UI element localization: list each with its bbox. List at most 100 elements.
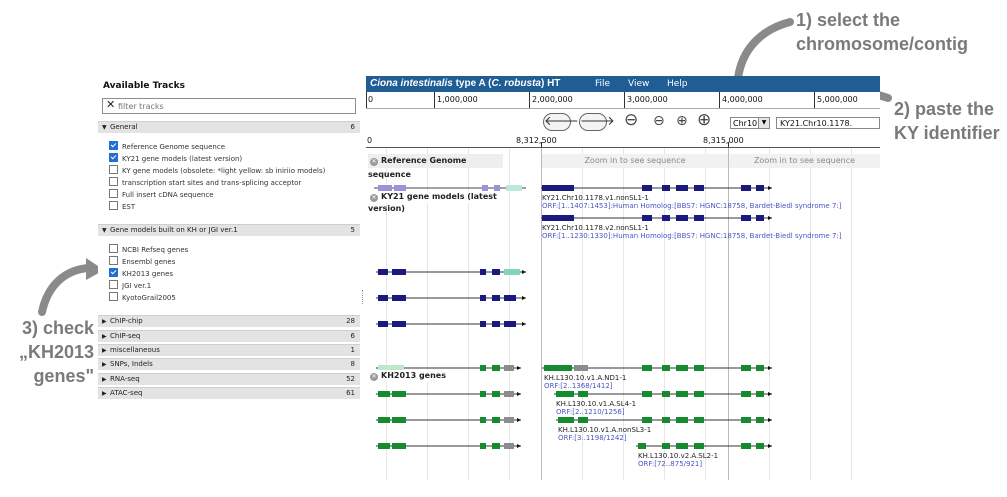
gridline — [427, 148, 428, 480]
kh-gene-nd1[interactable] — [542, 365, 772, 371]
ky21-gene-left-3[interactable] — [376, 321, 526, 327]
category-general[interactable]: ▼ General 6 — [98, 121, 360, 133]
navigation-toolbar: 🡐 🡒 ⊖ ⊖ ⊕ ⊕ Chr10 ▼ KY21.Chr10.1178. — [366, 109, 880, 135]
panel-splitter[interactable] — [362, 290, 365, 304]
menu-help[interactable]: Help — [667, 79, 688, 89]
feature-kh-sl4-name[interactable]: KH.L130.10.v1.A.SL4-1 — [556, 400, 637, 408]
track-cdna[interactable]: Full insert cDNA sequence — [109, 189, 214, 200]
category-atac-seq[interactable]: ▶ ATAC-seq 61 — [98, 387, 360, 399]
pan-right-button[interactable]: 🡒 — [579, 113, 615, 131]
annotation-step3-line3: genes" — [33, 366, 94, 386]
track-ky-obsolete[interactable]: KY gene models (obsolete: *light yellow:… — [109, 165, 325, 176]
title-species-2: C. robusta — [491, 78, 541, 89]
ky21-track-header[interactable]: ✕ KY21 gene models (latest version) — [368, 191, 507, 213]
ky21-gene-left-2[interactable] — [376, 295, 526, 301]
track-title: KY21 gene models (latest version) — [368, 192, 497, 213]
annotation-step1-line2: chromosome/contig — [796, 34, 969, 54]
category-snps[interactable]: ▶ SNPs, Indels 8 — [98, 358, 360, 370]
kh-gene-nonsl3[interactable] — [556, 417, 772, 423]
browser-titlebar: Ciona intestinalis type A (C. robusta) H… — [366, 76, 880, 92]
track-reference-genome[interactable]: Reference Genome sequence — [109, 141, 225, 152]
ky21-gene-left-top[interactable] — [374, 185, 526, 191]
category-rna-seq[interactable]: ▶ RNA-seq 52 — [98, 373, 360, 385]
checkbox[interactable] — [109, 292, 118, 301]
annotation-step3-line2: „KH2013 — [18, 342, 94, 362]
gridline — [623, 148, 624, 480]
kh-gene-left-3[interactable] — [376, 417, 521, 423]
checkbox[interactable] — [109, 256, 118, 265]
feature-kh-sl4-desc: ORF:[2..1210/1256] — [556, 408, 625, 416]
filter-tracks-input[interactable] — [118, 100, 348, 112]
feature-kh-nd1-name[interactable]: KH.L130.10.v1.A.ND1-1 — [544, 374, 627, 382]
checkbox[interactable] — [109, 177, 118, 186]
kh-gene-left-2[interactable] — [376, 391, 521, 397]
kh-gene-left-1[interactable] — [376, 365, 521, 371]
feature-kh-sl2-name[interactable]: KH.L130.10.v2.A.SL2-1 — [638, 452, 719, 460]
track-kyotograil[interactable]: KyotoGrail2005 — [109, 292, 176, 303]
track-est[interactable]: EST — [109, 201, 135, 212]
category-miscellaneous[interactable]: ▶ miscellaneous 1 — [98, 344, 360, 356]
expand-icon: ▶ — [102, 347, 107, 354]
detail-tick — [541, 142, 542, 147]
category-gene-models-kh[interactable]: ▼ Gene models built on KH or JGI ver.1 5 — [98, 224, 360, 236]
menu-view[interactable]: View — [628, 79, 650, 89]
gridline-major — [728, 148, 729, 480]
zoom-out-large-icon[interactable]: ⊖ — [624, 110, 639, 130]
checkbox[interactable] — [109, 153, 118, 162]
category-count: 6 — [350, 123, 355, 131]
checkbox[interactable] — [109, 268, 118, 277]
filter-box[interactable]: ✕ — [102, 98, 356, 114]
expand-icon: ▶ — [102, 318, 107, 325]
checkbox[interactable] — [109, 280, 118, 289]
zoom-out-icon[interactable]: ⊖ — [653, 113, 665, 129]
track-label: KY21 gene models (latest version) — [122, 155, 243, 163]
zoom-to-see-sequence: Zoom in to see sequence — [542, 154, 728, 168]
overview-ruler[interactable]: 0 1,000,000 2,000,000 3,000,000 4,000,00… — [366, 92, 880, 109]
kh-gene-sl2[interactable] — [636, 443, 772, 449]
zoom-in-icon[interactable]: ⊕ — [676, 113, 688, 129]
track-kh2013[interactable]: KH2013 genes — [109, 268, 173, 279]
zoom-in-large-icon[interactable]: ⊕ — [697, 110, 712, 130]
checkbox[interactable] — [109, 244, 118, 253]
track-jgi[interactable]: JGI ver.1 — [109, 280, 151, 291]
close-track-icon[interactable]: ✕ — [370, 158, 378, 166]
reference-track-header[interactable]: ✕ Reference Genome sequence — [368, 154, 503, 179]
feature-kh-nonsl3-desc: ORF:[3..1198/1242] — [558, 434, 627, 442]
feature-kh-nonsl3-name[interactable]: KH.L130.10.v1.A.nonSL3-1 — [558, 426, 652, 434]
category-chip-seq[interactable]: ▶ ChIP-seq 6 — [98, 330, 360, 342]
ky21-gene-v2[interactable] — [541, 215, 772, 221]
chromosome-select[interactable]: Chr10 ▼ — [730, 117, 770, 129]
track-label: EST — [122, 203, 136, 211]
detail-tick — [728, 142, 729, 147]
close-track-icon[interactable]: ✕ — [370, 373, 378, 381]
expand-icon: ▶ — [102, 376, 107, 383]
track-ky21[interactable]: KY21 gene models (latest version) — [109, 153, 242, 164]
feature-kh-nd1-desc: ORF:[2..1368/1412] — [544, 382, 613, 390]
pan-left-button[interactable]: 🡐 — [543, 113, 579, 131]
ky21-gene-left-1[interactable] — [376, 269, 526, 275]
track-ncbi-refseq[interactable]: NCBI Refseq genes — [109, 244, 188, 255]
feature-ky21-v1-name[interactable]: KY21.Chr10.1178.v1.nonSL1-1 — [542, 194, 649, 202]
track-tss[interactable]: transcription start sites and trans-spli… — [109, 177, 301, 188]
checkbox[interactable] — [109, 189, 118, 198]
ky21-gene-v1[interactable] — [541, 185, 772, 191]
track-ensembl[interactable]: Ensembl genes — [109, 256, 175, 267]
checkbox[interactable] — [109, 141, 118, 150]
annotation-step1: 1) select the chromosome/contig — [796, 8, 968, 56]
kh-gene-sl4[interactable] — [554, 391, 772, 397]
clear-filter-icon[interactable]: ✕ — [106, 98, 116, 111]
gridline-major — [541, 148, 542, 480]
kh-gene-left-4[interactable] — [376, 443, 521, 449]
kh2013-track-header[interactable]: ✕ KH2013 genes — [368, 370, 458, 382]
checkbox[interactable] — [109, 201, 118, 210]
genome-browser-view: Ciona intestinalis type A (C. robusta) H… — [366, 76, 880, 480]
category-chip-chip[interactable]: ▶ ChIP-chip 28 — [98, 315, 360, 327]
detail-ruler[interactable]: 0 8,312,500 8,315,000 — [366, 135, 880, 148]
location-search-input[interactable]: KY21.Chr10.1178. — [776, 117, 880, 129]
overview-tick — [529, 92, 530, 108]
close-track-icon[interactable]: ✕ — [370, 194, 378, 202]
menu-file[interactable]: File — [595, 79, 611, 89]
checkbox[interactable] — [109, 165, 118, 174]
feature-ky21-v2-name[interactable]: KY21.Chr10.1178.v2.nonSL1-1 — [542, 224, 649, 232]
category-name: ChIP-seq — [110, 332, 141, 340]
